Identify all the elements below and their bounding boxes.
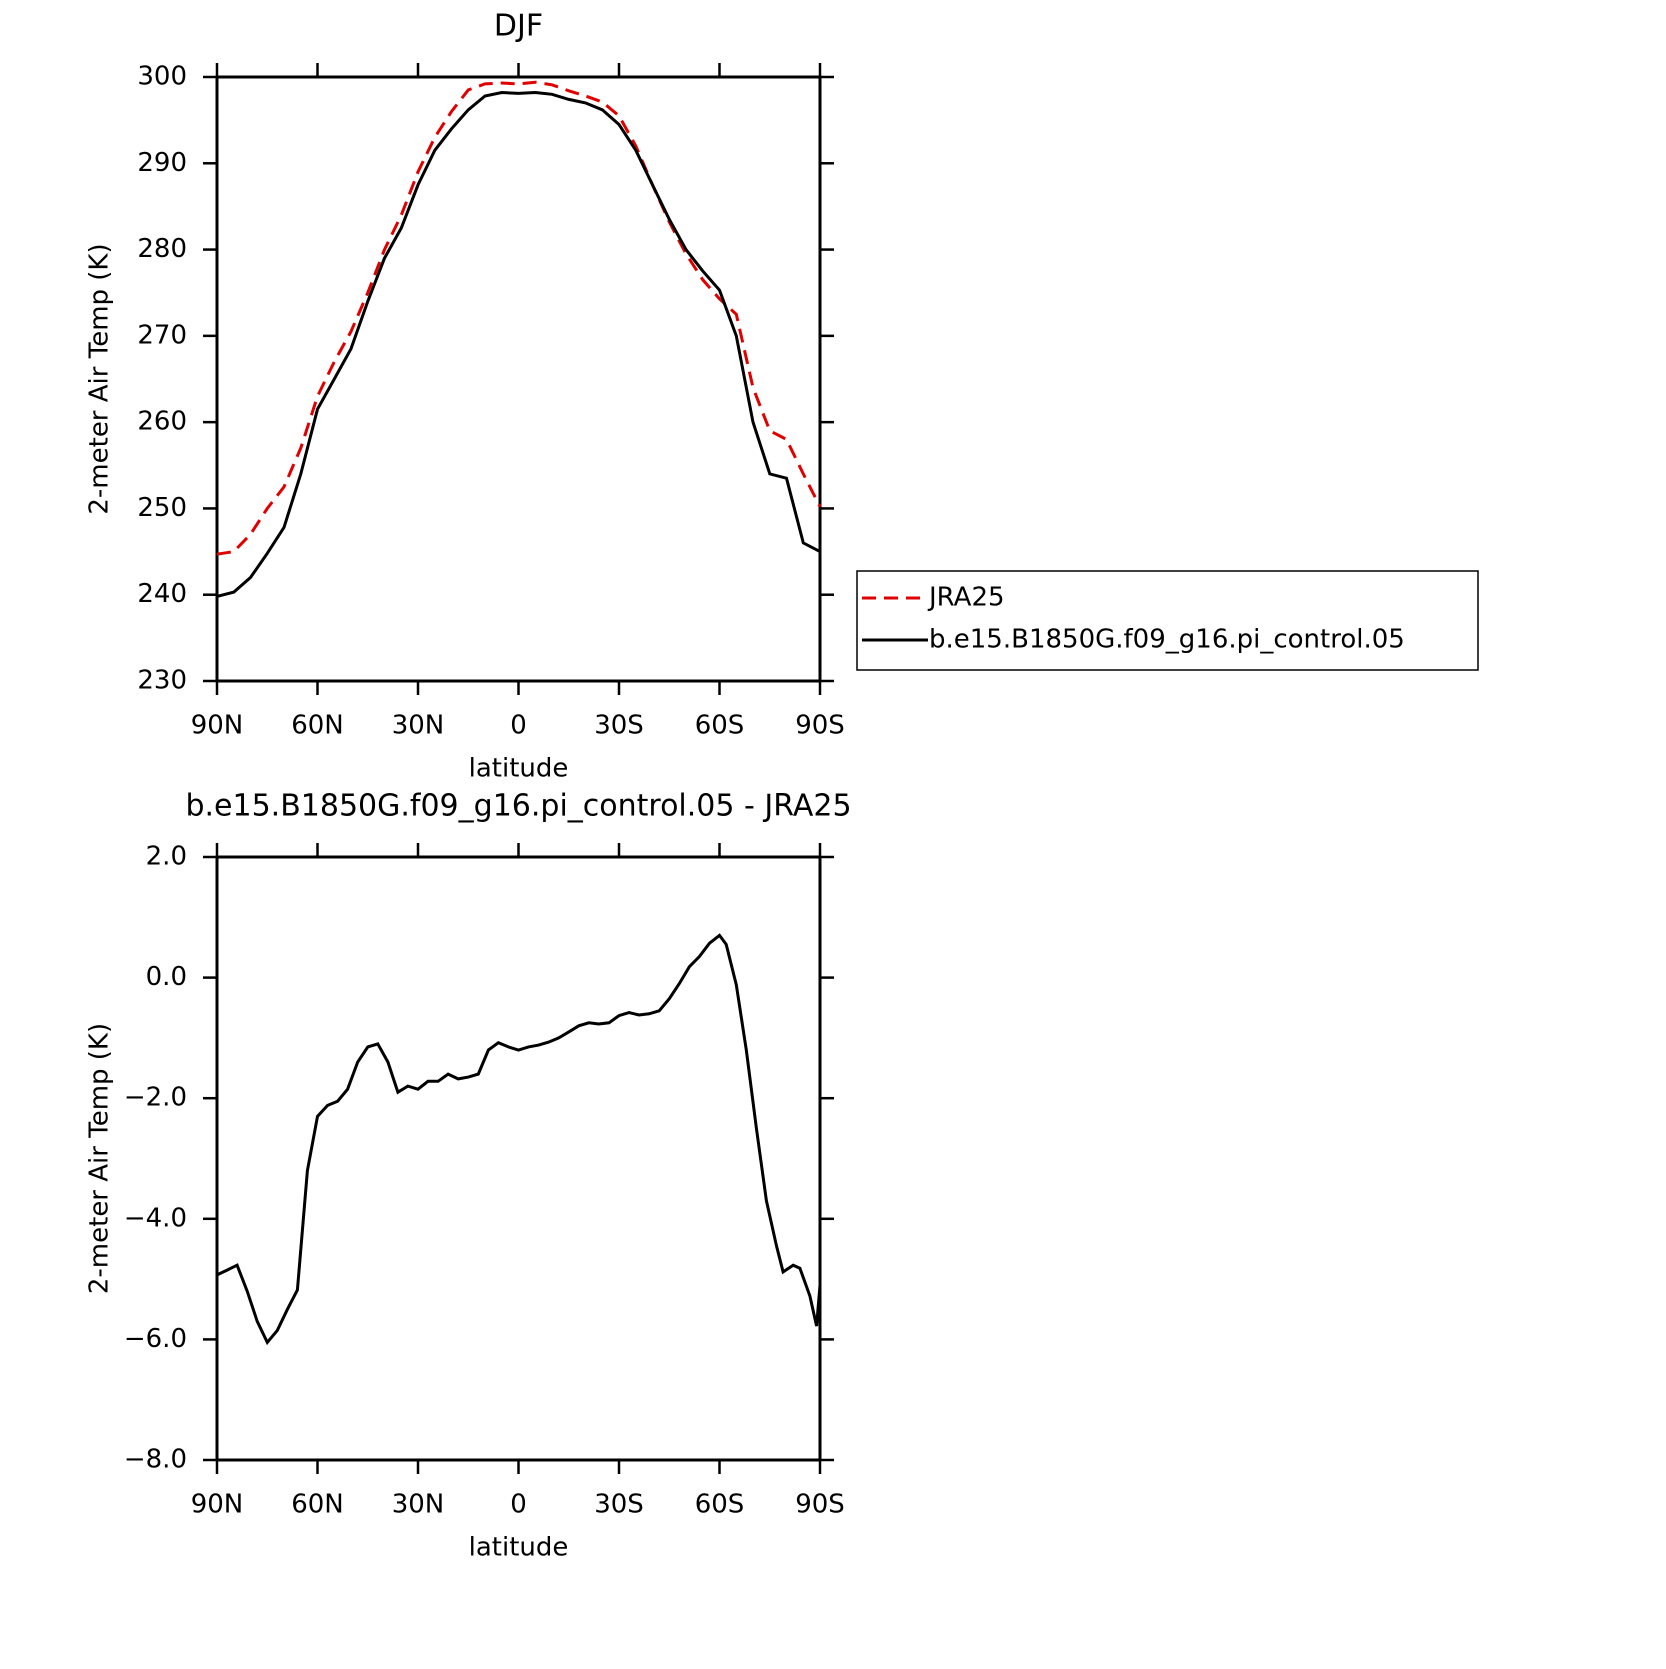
y-tick-label: 0.0 [146, 962, 187, 992]
x-tick-label: 0 [510, 1490, 527, 1520]
y-axis-label: 2-meter Air Temp (K) [85, 243, 115, 514]
y-tick-label: −8.0 [124, 1445, 187, 1475]
data-line [216, 933, 822, 1346]
y-tick-label: 280 [137, 234, 187, 264]
x-tick-label: 30S [594, 711, 644, 741]
y-tick-label: 300 [137, 62, 187, 92]
x-tick-label: 60N [291, 1490, 344, 1520]
plot-frame [215, 75, 822, 683]
x-tick-label: 30N [392, 711, 445, 741]
y-axis-label: 2-meter Air Temp (K) [85, 1023, 115, 1294]
x-axis-label: latitude [469, 754, 569, 784]
legend-label: b.e15.B1850G.f09_g16.pi_control.05 [929, 625, 1405, 655]
y-tick-label: 250 [137, 493, 187, 523]
chart-title: b.e15.B1850G.f09_g16.pi_control.05 - JRA… [185, 789, 851, 824]
legend-label: JRA25 [927, 583, 1005, 613]
y-tick-label: 290 [137, 148, 187, 178]
legend-box [856, 570, 1479, 671]
y-tick-label: −4.0 [124, 1203, 187, 1233]
x-tick-label: 30S [594, 1490, 644, 1520]
x-tick-label: 90S [795, 711, 845, 741]
x-tick-label: 90S [795, 1490, 845, 1520]
x-axis-label: latitude [469, 1533, 569, 1563]
x-tick-label: 90N [191, 711, 244, 741]
y-tick-label: 260 [137, 407, 187, 437]
x-tick-label: 30N [392, 1490, 445, 1520]
y-tick-label: 230 [137, 666, 187, 696]
x-tick-label: 60S [695, 1490, 745, 1520]
data-line [216, 80, 822, 556]
y-tick-label: 270 [137, 320, 187, 350]
x-tick-label: 90N [191, 1490, 244, 1520]
x-tick-label: 0 [510, 711, 527, 741]
x-tick-label: 60N [291, 711, 344, 741]
y-tick-label: 2.0 [146, 842, 187, 872]
chart-title: DJF [494, 9, 543, 44]
y-tick-label: 240 [137, 579, 187, 609]
data-line [216, 90, 821, 598]
y-tick-label: −6.0 [124, 1324, 187, 1354]
x-tick-label: 60S [695, 711, 745, 741]
y-tick-label: −2.0 [124, 1083, 187, 1113]
plot-frame [215, 855, 822, 1462]
